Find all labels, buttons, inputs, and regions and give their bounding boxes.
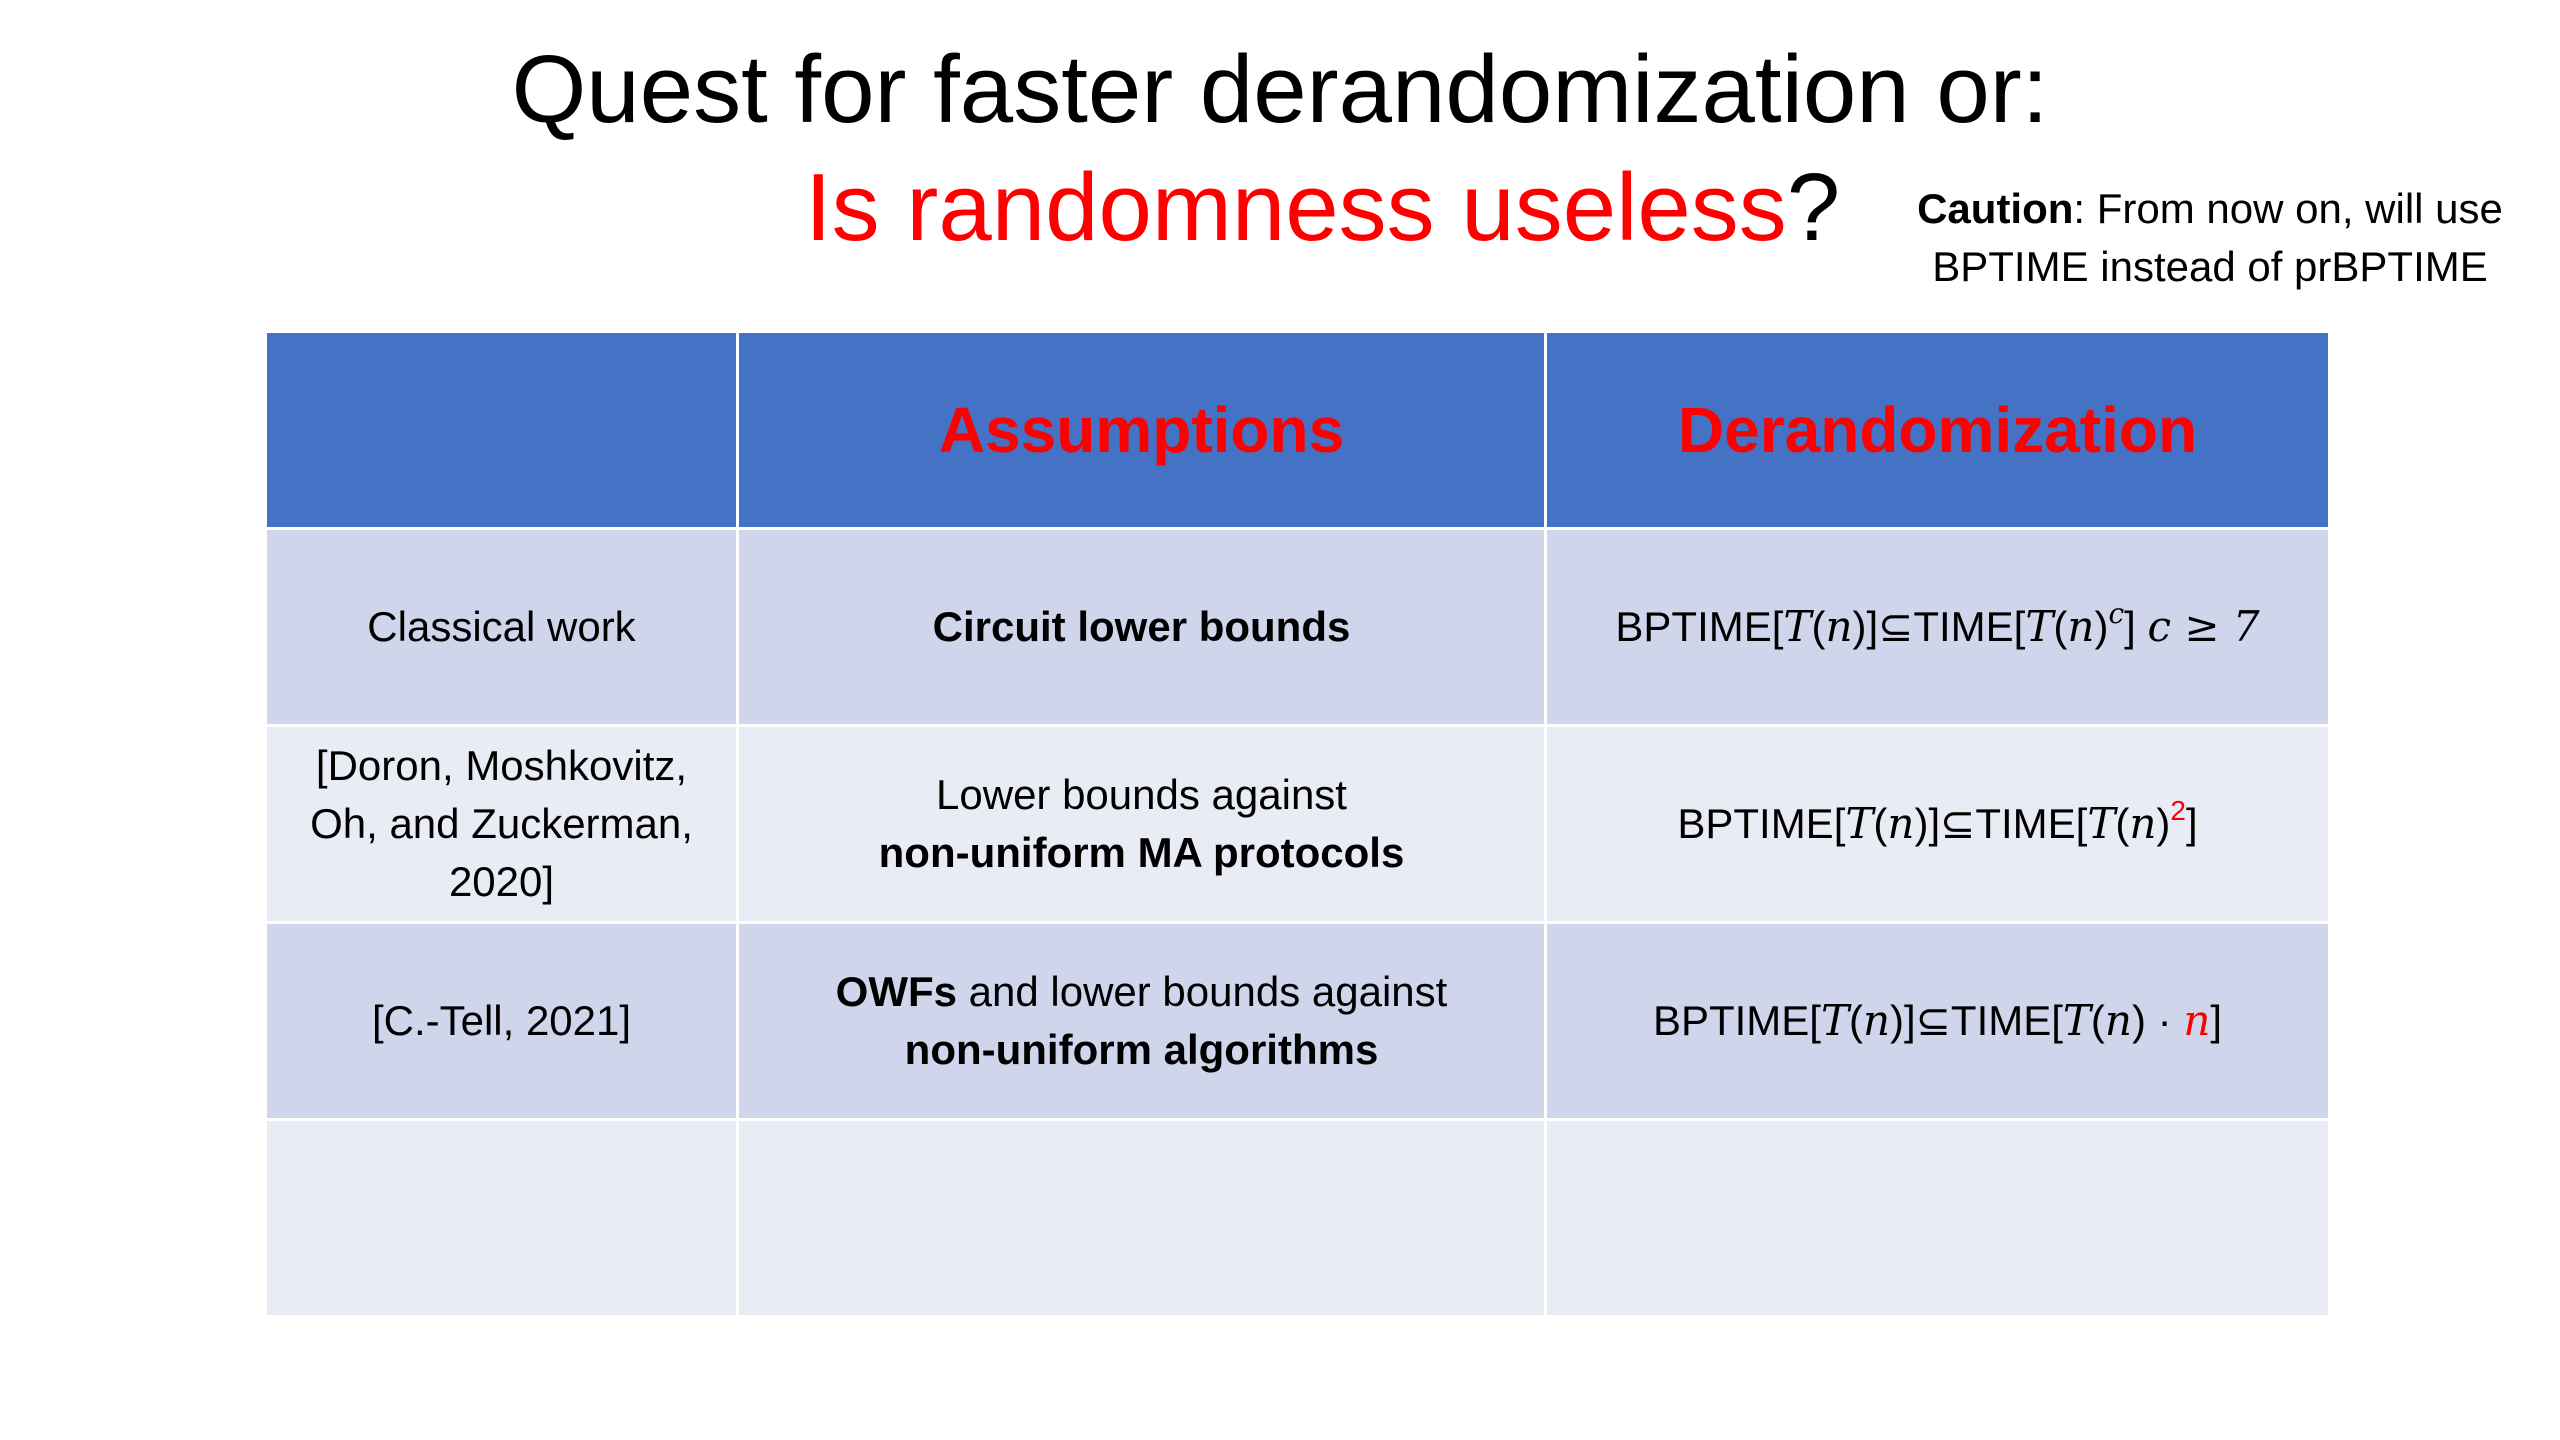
paren-open: ( [2090,997,2105,1044]
paren-close: ) [2094,603,2109,650]
assumption-cell: Lower bounds against non-uniform MA prot… [736,724,1547,924]
work-cell: [C.-Tell, 2021] [264,921,739,1121]
caution-note: Caution: From now on, will use BPTIME in… [1880,180,2540,296]
derandomization-table: Assumptions Derandomization Classical wo… [264,330,2331,1318]
derand-mid: ]⊆TIME[ [1928,800,2088,847]
math-n: n [1862,996,1891,1045]
table-header-row: Assumptions Derandomization [264,330,2331,530]
derandomization-cell: BPTIME[T(n)]⊆TIME[T(n) · n] [1544,921,2331,1121]
math-T: T [2025,602,2054,651]
derand-prefix: BPTIME[ [1615,603,1784,650]
paren-close: ) [1890,997,1905,1044]
math-n: n [2067,602,2095,651]
paren-open: ( [1873,800,1888,847]
derand-mid: ]⊆TIME[ [1866,603,2026,650]
assumption-bold: non-uniform algorithms [904,1026,1379,1073]
math-mult: · [2145,997,2184,1044]
assumption-cell: OWFs and lower bounds against non-unifor… [736,921,1547,1121]
paren-close: ) [2131,997,2146,1044]
math-T: T [1783,602,1812,651]
paren-open: ( [1811,603,1826,650]
math-n: n [2104,996,2132,1045]
math-factor-red: n [2183,996,2211,1045]
caution-text-line1: : From now on, will use [2073,185,2503,232]
math-condition: c ≥ 7 [2147,602,2260,651]
derandomization-cell: BPTIME[T(n)]⊆TIME[T(n)c] c ≥ 7 [1544,527,2331,727]
work-cell [264,1118,739,1318]
title-question-mark: ? [1786,154,1841,261]
derand-tail: ] [2210,997,2223,1044]
paren-open: ( [2053,603,2068,650]
math-n: n [1887,799,1915,848]
derandomization-cell [1544,1118,2331,1318]
paren-close: ) [2156,800,2171,847]
math-n: n [1825,602,1853,651]
assumption-plain: and lower bounds against [956,968,1448,1015]
derand-mid: ]⊆TIME[ [1904,997,2063,1044]
title-question-red: Is randomness useless [805,154,1787,261]
math-T: T [1820,996,1849,1045]
caution-label: Caution [1917,185,2074,232]
math-T: T [1845,799,1874,848]
derand-prefix: BPTIME[ [1677,800,1846,847]
paren-close: ) [1914,800,1929,847]
math-exponent-red: 2 [2170,795,2186,826]
paren-close: ) [1852,603,1867,650]
caution-text-line2: BPTIME instead of prBPTIME [1932,243,2488,290]
header-assumptions: Assumptions [736,330,1547,530]
assumption-cell [736,1118,1547,1318]
assumption-cell: Circuit lower bounds [736,527,1547,727]
header-derandomization: Derandomization [1544,330,2331,530]
derand-prefix: BPTIME[ [1652,997,1821,1044]
math-n: n [2129,799,2157,848]
paren-open: ( [2115,800,2130,847]
math-T: T [2087,799,2116,848]
derandomization-cell: BPTIME[T(n)]⊆TIME[T(n)2] [1544,724,2331,924]
assumption-bold: Circuit lower bounds [932,603,1351,650]
math-T: T [2062,996,2091,1045]
assumption-bold-a: OWFs [835,968,957,1015]
table-row-empty [264,1118,2331,1318]
work-cell: Classical work [264,527,739,727]
header-empty [264,330,739,530]
table-row: [C.-Tell, 2021] OWFs and lower bounds ag… [264,921,2331,1121]
work-cell: [Doron, Moshkovitz, Oh, and Zuckerman, 2… [264,724,739,924]
paren-open: ( [1848,997,1863,1044]
slide-title-line2: Is randomness useless? [805,148,1840,268]
slide-title-line1: Quest for faster derandomization or: [511,36,2049,143]
derand-tail: ] [2185,800,2198,847]
math-exponent: c [2108,597,2125,630]
assumption-plain: Lower bounds against [936,771,1347,818]
table-row: [Doron, Moshkovitz, Oh, and Zuckerman, 2… [264,724,2331,924]
assumption-bold: non-uniform MA protocols [878,829,1405,876]
table-row: Classical work Circuit lower bounds BPTI… [264,527,2331,727]
derand-tail: ] [2124,603,2136,650]
